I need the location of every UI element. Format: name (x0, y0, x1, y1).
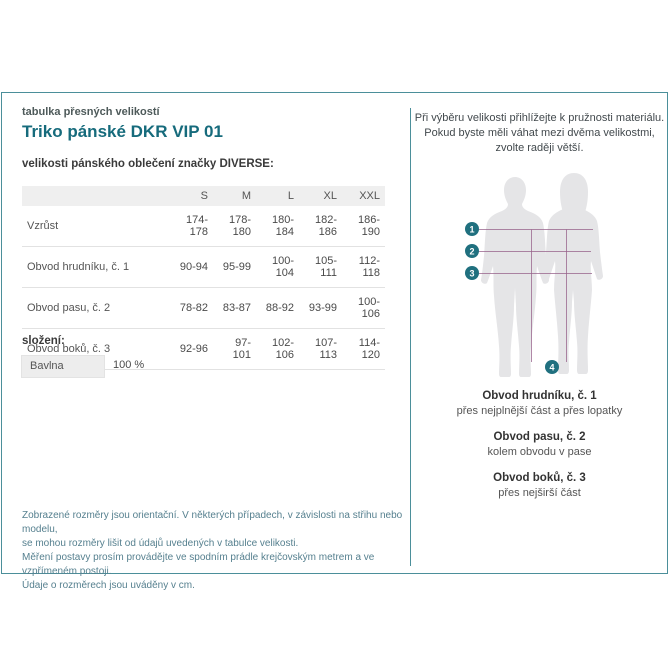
cell-value: 107-113 (299, 328, 342, 370)
size-col-xl: XL (299, 186, 342, 206)
table-row: Obvod boků, č. 3 92-96 97-101 102-106 10… (22, 328, 385, 370)
row-label: Obvod pasu, č. 2 (22, 287, 170, 329)
cell-value: 114-120 (342, 328, 385, 370)
disclaimer-line: se mohou rozměry lišit od údajů uvedenýc… (22, 538, 299, 549)
size-table-body: Vzrůst 174-178 178-180 180-184 182-186 1… (22, 206, 385, 370)
cell-value: 93-99 (299, 287, 342, 329)
measurement-desc: kolem obvodu v pase (487, 446, 592, 458)
composition-material-cell: Bavlna (21, 355, 105, 378)
composition-percent: 100 % (113, 359, 145, 371)
measurement-title: Obvod pasu, č. 2 (493, 431, 586, 443)
cell-value: 83-87 (213, 287, 256, 329)
table-row: Vzrůst 174-178 178-180 180-184 182-186 1… (22, 206, 385, 247)
size-col-l: L (256, 186, 299, 206)
marker-2: 2 (465, 244, 479, 258)
measurement-desc: přes nejširší část (498, 487, 581, 499)
measurement-title: Obvod boků, č. 3 (493, 472, 586, 484)
measurement-item: Obvod boků, č. 3 přes nejširší část (411, 471, 668, 501)
disclaimer-line: Zobrazené rozměry jsou orientační. V něk… (22, 510, 403, 535)
cell-value: 105-111 (299, 246, 342, 288)
disclaimer-line: Měření postavy prosím provádějte ve spod… (22, 552, 375, 577)
female-silhouette (543, 180, 603, 374)
cell-value: 78-82 (170, 287, 213, 329)
measurement-item: Obvod pasu, č. 2 kolem obvodu v pase (411, 430, 668, 460)
cell-value: 92-96 (170, 328, 213, 370)
table-subtitle: velikosti pánského oblečení značky DIVER… (22, 158, 274, 170)
cell-value: 100-104 (256, 246, 299, 288)
cell-value: 102-106 (256, 328, 299, 370)
size-table: S M L XL XXL Vzrůst 174-178 178-180 180-… (22, 186, 385, 370)
body-measurement-diagram: 1 2 3 4 (465, 173, 603, 377)
marker-4: 4 (545, 360, 559, 374)
page-title: Triko pánské DKR VIP 01 (22, 122, 223, 141)
cell-value: 186-190 (342, 206, 385, 247)
size-table-head: S M L XL XXL (22, 186, 385, 206)
cell-value: 97-101 (213, 328, 256, 370)
marker-2-number: 2 (469, 247, 474, 257)
composition-heading: složení: (22, 335, 65, 347)
size-table-corner-cell (22, 186, 170, 206)
measurement-legend: Obvod hrudníku, č. 1 přes nejplnější čás… (411, 389, 668, 512)
row-label: Vzrůst (22, 206, 170, 247)
cell-value: 178-180 (213, 206, 256, 247)
cell-value: 174-178 (170, 206, 213, 247)
size-advice-line: Při výběru velikosti přihlížejte k pružn… (414, 112, 665, 124)
marker-4-number: 4 (549, 363, 554, 373)
size-advice-line: Pokud byste měli váhat mezi dvěma veliko… (424, 127, 655, 139)
marker-1: 1 (465, 222, 479, 236)
cell-value: 95-99 (213, 246, 256, 288)
disclaimer-text: Zobrazené rozměry jsou orientační. V něk… (22, 509, 407, 593)
male-silhouette (481, 177, 549, 377)
marker-3: 3 (465, 266, 479, 280)
row-label: Obvod hrudníku, č. 1 (22, 246, 170, 288)
size-advice-text: Při výběru velikosti přihlížejte k pružn… (411, 111, 668, 156)
cell-value: 100-106 (342, 287, 385, 329)
cell-value: 180-184 (256, 206, 299, 247)
size-col-s: S (170, 186, 213, 206)
size-table-header-row: S M L XL XXL (22, 186, 385, 206)
measurement-title: Obvod hrudníku, č. 1 (482, 390, 597, 402)
table-row: Obvod pasu, č. 2 78-82 83-87 88-92 93-99… (22, 287, 385, 329)
size-col-m: M (213, 186, 256, 206)
table-eyebrow-label: tabulka přesných velikostí (22, 106, 160, 118)
table-row: Obvod hrudníku, č. 1 90-94 95-99 100-104… (22, 246, 385, 288)
disclaimer-line: Údaje o rozměrech jsou uváděny v cm. (22, 580, 195, 591)
cell-value: 182-186 (299, 206, 342, 247)
size-advice-line: zvolte raději větší. (495, 142, 584, 154)
marker-1-number: 1 (469, 225, 474, 235)
measurement-desc: přes nejplnější část a přes lopatky (456, 405, 623, 417)
size-col-xxl: XXL (342, 186, 385, 206)
marker-3-number: 3 (469, 269, 474, 279)
cell-value: 88-92 (256, 287, 299, 329)
cell-value: 90-94 (170, 246, 213, 288)
cell-value: 112-118 (342, 246, 385, 288)
vertical-divider (410, 108, 411, 566)
measurement-item: Obvod hrudníku, č. 1 přes nejplnější čás… (411, 389, 668, 419)
